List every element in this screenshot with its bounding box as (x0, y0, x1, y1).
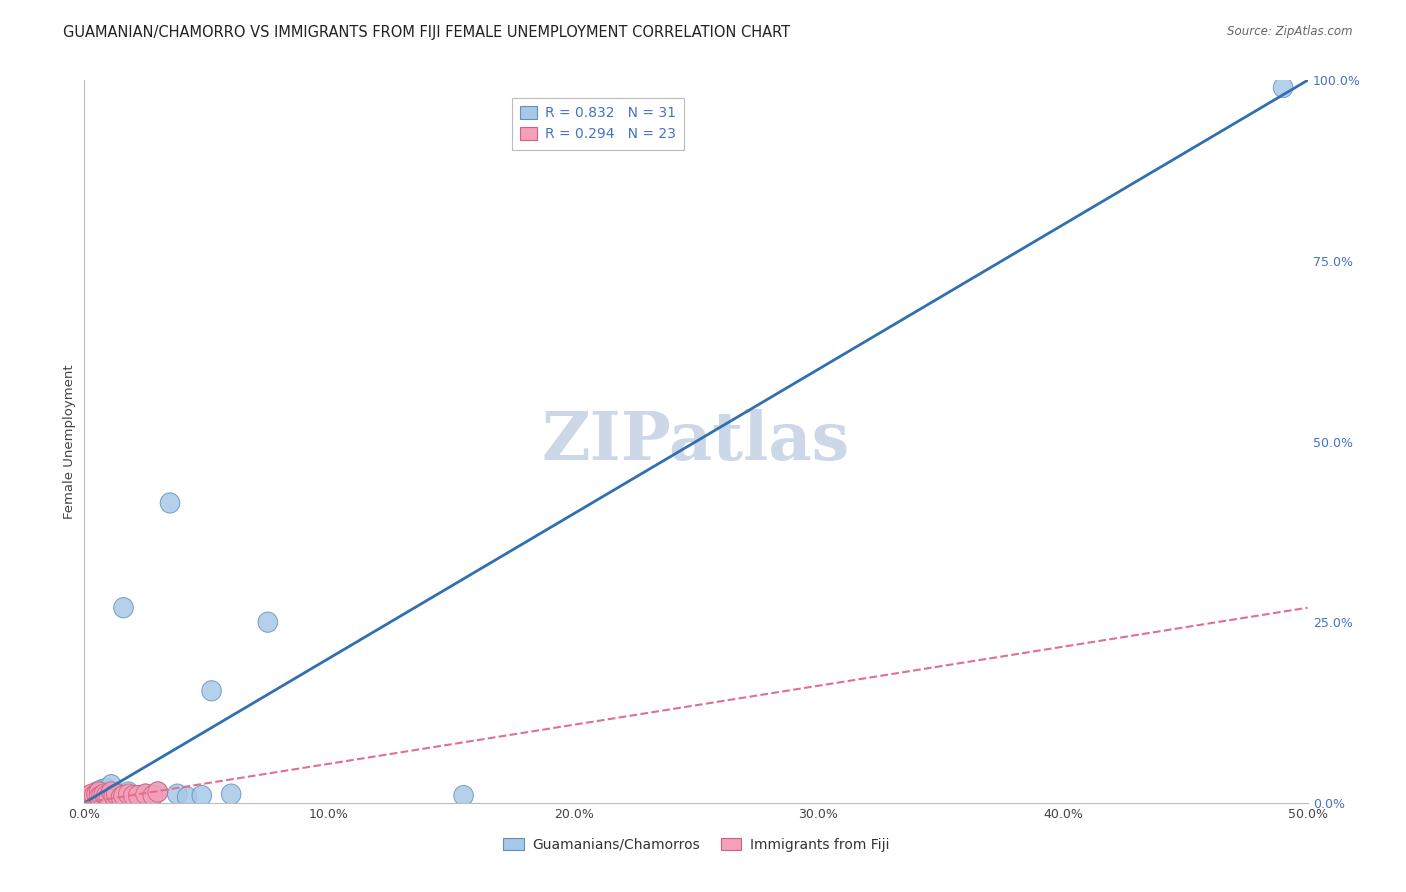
Text: ZIPatlas: ZIPatlas (541, 409, 851, 474)
Ellipse shape (91, 780, 111, 800)
Ellipse shape (167, 784, 187, 805)
Ellipse shape (111, 787, 131, 807)
Ellipse shape (454, 786, 474, 805)
Ellipse shape (84, 789, 104, 808)
Y-axis label: Female Unemployment: Female Unemployment (63, 364, 76, 519)
Ellipse shape (136, 784, 155, 805)
Ellipse shape (87, 784, 107, 805)
Ellipse shape (107, 784, 127, 805)
Ellipse shape (94, 784, 114, 805)
Ellipse shape (128, 786, 148, 805)
Ellipse shape (114, 786, 134, 805)
Ellipse shape (82, 784, 101, 805)
Ellipse shape (89, 782, 108, 802)
Ellipse shape (77, 787, 97, 807)
Ellipse shape (98, 787, 118, 807)
Ellipse shape (177, 787, 197, 807)
Ellipse shape (94, 784, 114, 805)
Ellipse shape (80, 786, 98, 805)
Ellipse shape (104, 784, 124, 805)
Legend: Guamanians/Chamorros, Immigrants from Fiji: Guamanians/Chamorros, Immigrants from Fi… (498, 832, 894, 857)
Ellipse shape (202, 681, 221, 701)
Ellipse shape (193, 786, 211, 805)
Ellipse shape (80, 789, 98, 809)
Ellipse shape (87, 786, 107, 805)
Ellipse shape (160, 493, 180, 513)
Ellipse shape (118, 784, 138, 805)
Ellipse shape (148, 782, 167, 802)
Ellipse shape (143, 786, 163, 805)
Ellipse shape (118, 782, 138, 802)
Ellipse shape (91, 786, 111, 805)
Ellipse shape (136, 784, 155, 805)
Text: GUAMANIAN/CHAMORRO VS IMMIGRANTS FROM FIJI FEMALE UNEMPLOYMENT CORRELATION CHART: GUAMANIAN/CHAMORRO VS IMMIGRANTS FROM FI… (63, 25, 790, 40)
Ellipse shape (221, 784, 240, 805)
Ellipse shape (97, 778, 117, 798)
Ellipse shape (89, 787, 108, 807)
Ellipse shape (101, 774, 121, 795)
Ellipse shape (82, 787, 101, 807)
Ellipse shape (143, 786, 163, 805)
Ellipse shape (97, 786, 117, 805)
Ellipse shape (87, 782, 107, 802)
Ellipse shape (89, 787, 108, 807)
Ellipse shape (124, 787, 143, 807)
Ellipse shape (114, 598, 134, 618)
Text: Source: ZipAtlas.com: Source: ZipAtlas.com (1227, 25, 1353, 38)
Ellipse shape (82, 787, 101, 807)
Ellipse shape (259, 612, 277, 632)
Ellipse shape (107, 786, 127, 805)
Ellipse shape (84, 784, 104, 805)
Ellipse shape (111, 787, 131, 807)
Ellipse shape (148, 782, 167, 802)
Ellipse shape (84, 786, 104, 805)
Ellipse shape (1274, 78, 1294, 97)
Ellipse shape (128, 786, 148, 805)
Ellipse shape (98, 782, 118, 802)
Ellipse shape (101, 782, 121, 802)
Ellipse shape (104, 786, 124, 805)
Ellipse shape (124, 786, 143, 805)
